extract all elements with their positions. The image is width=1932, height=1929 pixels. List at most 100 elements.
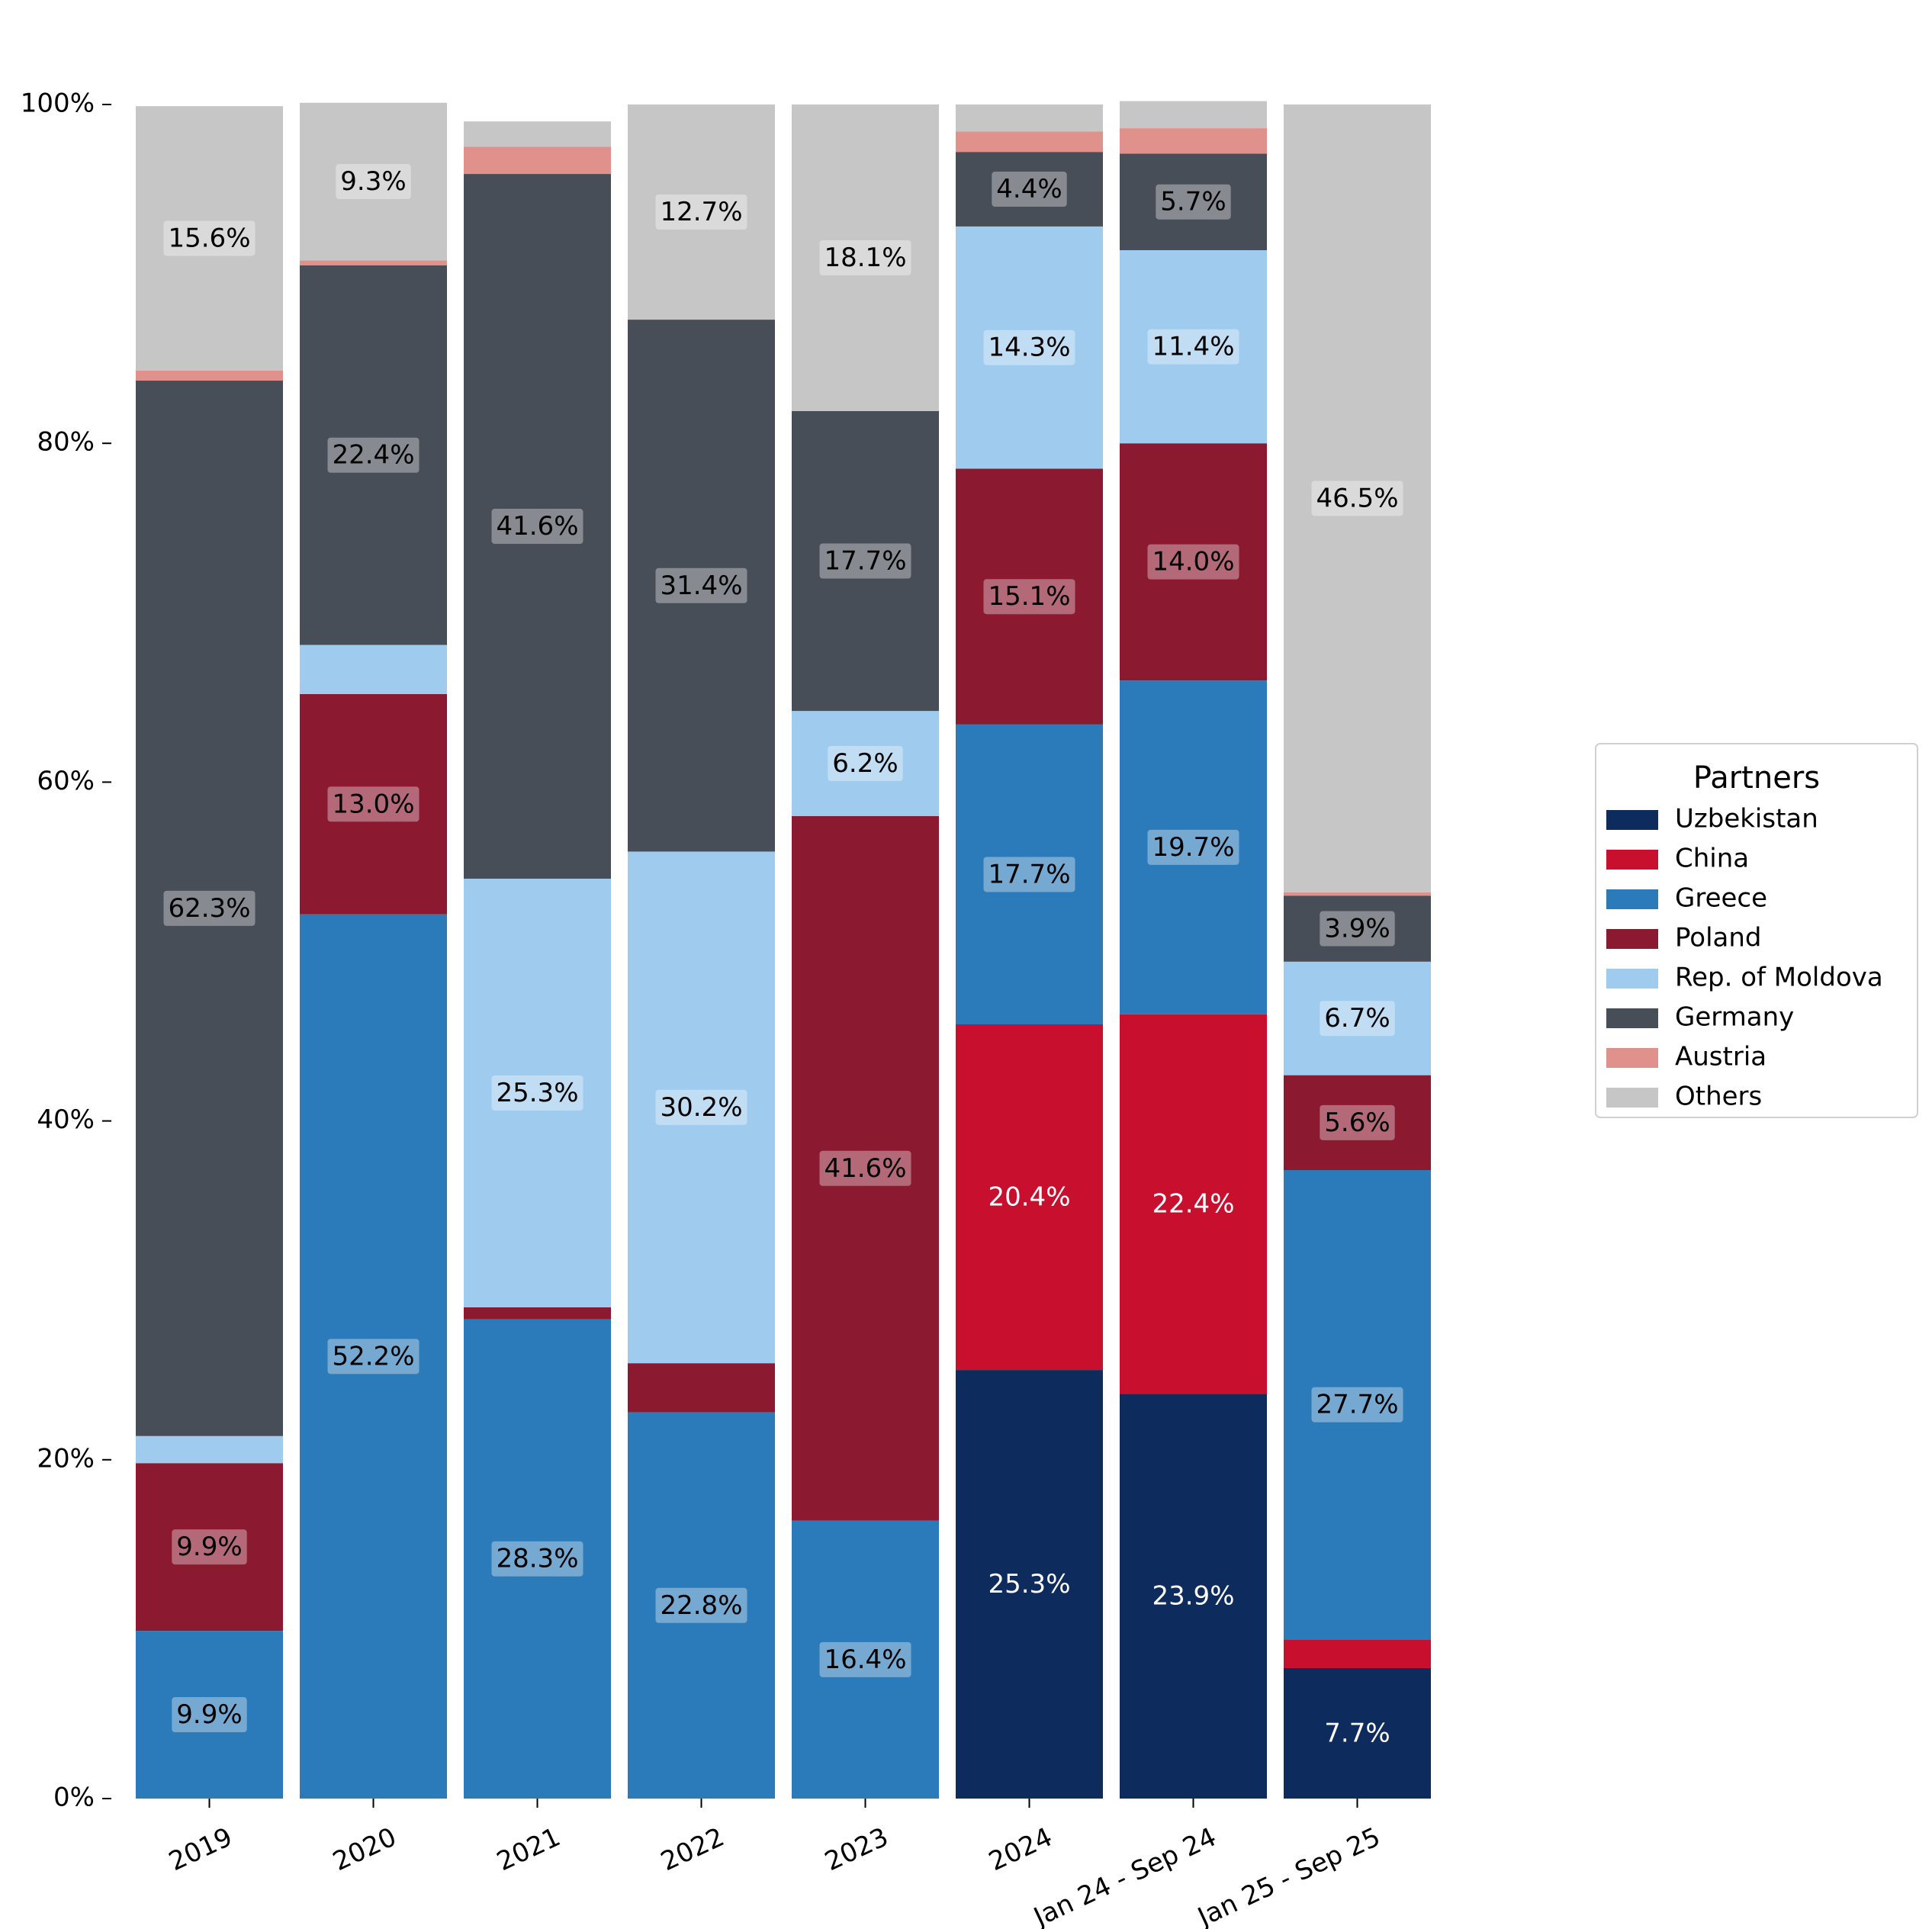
segment-label-text: 25.3%: [496, 1078, 578, 1108]
segment-label-text: 41.6%: [824, 1153, 906, 1184]
legend-swatch: [1606, 969, 1658, 989]
segment-label-text: 6.2%: [832, 748, 898, 779]
segment-label-text: 9.9%: [176, 1699, 242, 1730]
segment-label-text: 46.5%: [1316, 483, 1398, 513]
bar-segment: [792, 711, 939, 816]
bar-segment: [1120, 128, 1267, 154]
x-tick-label: 2023: [820, 1821, 892, 1877]
segment-label-box: [819, 240, 911, 276]
segment-label-text: 5.6%: [1324, 1108, 1390, 1138]
segment-label: 17.7%: [983, 857, 1075, 892]
segment-label-box: [327, 437, 420, 473]
segment-label-box: [1147, 829, 1239, 865]
bar-segment: [136, 381, 283, 1436]
segment-label-box: [491, 1075, 583, 1111]
bar-segment: [136, 1463, 283, 1632]
segment-label: 16.4%: [819, 1641, 911, 1677]
segment-label-text: 4.4%: [996, 174, 1062, 204]
segment-label-text: 23.9%: [1152, 1581, 1234, 1612]
bar-segment: [1120, 680, 1267, 1014]
segment-label-box: [1311, 481, 1403, 516]
segment-label: 22.4%: [327, 437, 420, 473]
segment-label-text: 28.3%: [496, 1544, 578, 1574]
bar-segment: [1284, 895, 1431, 962]
segment-label: 15.6%: [163, 220, 256, 256]
segment-label-text: 16.4%: [824, 1644, 906, 1675]
segment-label-text: 20.4%: [988, 1182, 1070, 1213]
x-tick-label: Jan 24 - Sep 24: [1028, 1821, 1221, 1929]
segment-label-text: 25.3%: [988, 1569, 1070, 1599]
y-tick-label: 0%: [53, 1783, 95, 1813]
segment-label-text: 17.7%: [824, 546, 906, 577]
segment-label-text: 30.2%: [660, 1092, 742, 1123]
y-tick-label: 80%: [37, 427, 95, 458]
segment-label-text: 62.3%: [168, 893, 250, 924]
segment-label: 23.9%: [1152, 1581, 1234, 1612]
segment-label: 27.7%: [1311, 1387, 1403, 1423]
bar-segment: [464, 1307, 611, 1320]
legend-label: Germany: [1675, 1002, 1794, 1033]
segment-labels: 9.9% 9.9% 62.3% 15.6% 52.2% 13.0% 22.4% 9.3% 28.…: [163, 164, 1403, 1748]
segment-label: 17.7%: [819, 543, 911, 579]
bar-segment: [136, 1631, 283, 1799]
segment-label: 25.3%: [988, 1569, 1070, 1599]
bar-segment: [300, 102, 447, 261]
segment-label-text: 5.7%: [1160, 187, 1226, 217]
segment-label: 25.3%: [491, 1075, 583, 1111]
bar-segment: [1120, 1014, 1267, 1394]
segment-label-text: 22.4%: [332, 440, 414, 471]
segment-label-text: 19.7%: [1152, 832, 1234, 863]
legend-label: Uzbekistan: [1675, 804, 1818, 834]
segment-label: 7.7%: [1324, 1718, 1390, 1748]
segment-label-text: 3.9%: [1324, 914, 1390, 944]
segment-label-text: 11.4%: [1152, 332, 1234, 362]
segment-label-text: 6.7%: [1324, 1003, 1390, 1034]
bar-segment: [956, 468, 1103, 725]
segment-label-box: [1320, 911, 1395, 947]
bar-segment: [1284, 104, 1431, 892]
bar-segment: [628, 320, 775, 852]
segment-label-text: 9.3%: [340, 166, 406, 197]
bar-segment: [464, 121, 611, 147]
segment-label-text: 17.7%: [988, 859, 1070, 889]
bar-segment: [136, 1435, 283, 1464]
segment-label-text: 22.4%: [1152, 1188, 1234, 1219]
segment-label-box: [336, 164, 411, 200]
segment-label-box: [172, 1529, 247, 1565]
legend-label: China: [1675, 844, 1749, 874]
segment-label-text: 15.6%: [168, 223, 250, 253]
bar-segment: [300, 265, 447, 645]
bar-segment: [628, 1363, 775, 1413]
x-tick-label: 2021: [492, 1821, 564, 1877]
segment-label: 9.9%: [172, 1529, 247, 1565]
segment-label-box: [655, 1089, 747, 1125]
bar-segment: [628, 851, 775, 1364]
bar-segment: [300, 914, 447, 1799]
bar-segment: [300, 693, 447, 915]
legend-swatch: [1606, 1008, 1658, 1028]
segment-label: 41.6%: [819, 1150, 911, 1186]
segment-label-text: 7.7%: [1324, 1718, 1390, 1748]
segment-label: 20.4%: [988, 1182, 1070, 1213]
bar-segment: [300, 645, 447, 694]
legend: Partners Uzbekistan China Greece Poland Rep.…: [1595, 743, 1918, 1118]
x-tick-label: Jan 25 - Sep 25: [1192, 1821, 1385, 1929]
segment-label: 12.7%: [655, 195, 747, 230]
bar-segment: [956, 152, 1103, 227]
legend-title: Partners: [1693, 760, 1820, 796]
segment-label-box: [655, 1587, 747, 1623]
segment-label-box: [327, 1339, 420, 1374]
segment-label-box: [1311, 1387, 1403, 1423]
segment-label-text: 9.9%: [176, 1532, 242, 1562]
bar-segment: [1284, 961, 1431, 1075]
bar-segment: [136, 106, 283, 371]
segment-label-box: [819, 1641, 911, 1677]
legend-swatch: [1606, 850, 1658, 870]
segment-label: 4.4%: [992, 172, 1067, 207]
segment-label-text: 14.3%: [988, 333, 1070, 363]
segment-label: 13.0%: [327, 786, 420, 822]
segment-label-box: [828, 745, 903, 781]
bar-segment: [1284, 1170, 1431, 1640]
